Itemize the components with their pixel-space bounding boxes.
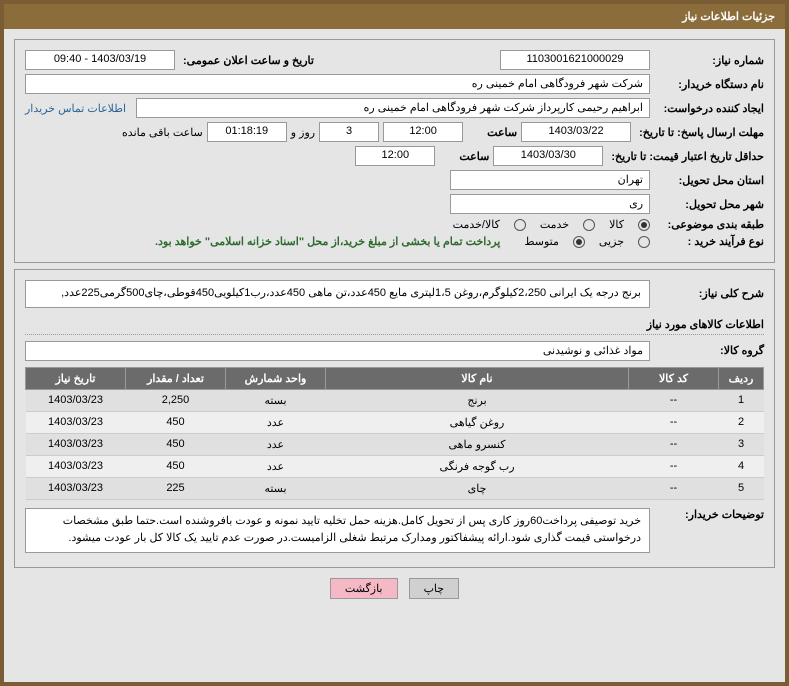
table-cell: 450 [126, 411, 226, 433]
table-cell: عدد [226, 455, 326, 477]
time-label-2: ساعت [439, 150, 489, 163]
deadline-date-field: 1403/03/22 [521, 122, 631, 142]
table-cell: برنج [326, 389, 629, 411]
radio-medium-label: متوسط [524, 235, 559, 248]
table-cell: 2,250 [126, 389, 226, 411]
time-label-1: ساعت [467, 126, 517, 139]
radio-service[interactable] [583, 219, 595, 231]
buyer-notes-label: توضیحات خریدار: [654, 508, 764, 521]
print-button[interactable]: چاپ [409, 578, 460, 599]
category-label: طبقه بندی موضوعی: [654, 218, 764, 231]
goods-group-field: مواد غذائی و نوشیدنی [25, 341, 650, 361]
table-cell: بسته [226, 389, 326, 411]
remaining-text: ساعت باقی مانده [122, 126, 203, 139]
announce-date-label: تاریخ و ساعت اعلان عمومی: [179, 54, 314, 67]
buyer-contact-link[interactable]: اطلاعات تماس خریدار [25, 102, 132, 115]
validity-label: حداقل تاریخ اعتبار قیمت: تا تاریخ: [607, 150, 764, 163]
table-cell: 1403/03/23 [26, 433, 126, 455]
validity-date-field: 1403/03/30 [493, 146, 603, 166]
city-field: ری [450, 194, 650, 214]
page-header: جزئیات اطلاعات نیاز [4, 4, 785, 29]
th-unit: واحد شمارش [226, 367, 326, 389]
th-name: نام کالا [326, 367, 629, 389]
table-row: 2--روغن گیاهیعدد4501403/03/23 [26, 411, 764, 433]
validity-time-field: 12:00 [355, 146, 435, 166]
table-cell: بسته [226, 477, 326, 499]
th-qty: تعداد / مقدار [126, 367, 226, 389]
table-cell: عدد [226, 433, 326, 455]
buyer-notes-field: خرید توصیفی پرداخت60روز کاری پس از تحویل… [25, 508, 650, 553]
announce-date-field: 1403/03/19 - 09:40 [25, 50, 175, 70]
table-cell: 3 [719, 433, 764, 455]
province-label: استان محل تحویل: [654, 174, 764, 187]
radio-goods[interactable] [638, 219, 650, 231]
table-cell: چای [326, 477, 629, 499]
table-cell: 4 [719, 455, 764, 477]
province-field: تهران [450, 170, 650, 190]
table-cell: 1403/03/23 [26, 455, 126, 477]
table-cell: 225 [126, 477, 226, 499]
table-cell: 450 [126, 433, 226, 455]
table-row: 3--کنسرو ماهیعدد4501403/03/23 [26, 433, 764, 455]
goods-group-label: گروه کالا: [654, 344, 764, 357]
table-cell: -- [629, 477, 719, 499]
deadline-label: مهلت ارسال پاسخ: تا تاریخ: [635, 126, 764, 139]
requester-field: ابراهیم رحیمی کارپرداز شرکت شهر فرودگاهی… [136, 98, 650, 118]
th-date: تاریخ نیاز [26, 367, 126, 389]
buyer-org-label: نام دستگاه خریدار: [654, 78, 764, 91]
th-code: کد کالا [629, 367, 719, 389]
table-cell: رب گوجه فرنگی [326, 455, 629, 477]
table-cell: کنسرو ماهی [326, 433, 629, 455]
radio-both[interactable] [514, 219, 526, 231]
table-cell: -- [629, 389, 719, 411]
city-label: شهر محل تحویل: [654, 198, 764, 211]
table-cell: 450 [126, 455, 226, 477]
items-section-title: اطلاعات کالاهای مورد نیاز [25, 318, 764, 335]
th-row: ردیف [719, 367, 764, 389]
table-cell: -- [629, 455, 719, 477]
items-table: ردیف کد کالا نام کالا واحد شمارش تعداد /… [25, 367, 764, 500]
table-cell: 1 [719, 389, 764, 411]
table-cell: 1403/03/23 [26, 477, 126, 499]
days-text: روز و [291, 126, 315, 139]
requester-label: ایجاد کننده درخواست: [654, 102, 764, 115]
radio-partial-label: جزیی [599, 235, 624, 248]
table-cell: -- [629, 411, 719, 433]
need-no-label: شماره نیاز: [654, 54, 764, 67]
table-cell: 1403/03/23 [26, 389, 126, 411]
purchase-type-label: نوع فرآیند خرید : [654, 235, 764, 248]
radio-goods-label: کالا [609, 218, 624, 231]
table-row: 5--چایبسته2251403/03/23 [26, 477, 764, 499]
radio-both-label: کالا/خدمت [453, 218, 500, 231]
table-cell: 5 [719, 477, 764, 499]
deadline-time-field: 12:00 [383, 122, 463, 142]
radio-service-label: خدمت [540, 218, 569, 231]
table-cell: 1403/03/23 [26, 411, 126, 433]
table-cell: -- [629, 433, 719, 455]
back-button[interactable]: بازگشت [330, 578, 398, 599]
table-row: 4--رب گوجه فرنگیعدد4501403/03/23 [26, 455, 764, 477]
radio-medium[interactable] [573, 236, 585, 248]
buyer-org-field: شرکت شهر فرودگاهی امام خمینی ره [25, 74, 650, 94]
summary-label: شرح کلی نیاز: [654, 287, 764, 300]
table-row: 1--برنجبسته2,2501403/03/23 [26, 389, 764, 411]
table-cell: عدد [226, 411, 326, 433]
remaining-field: 01:18:19 [207, 122, 287, 142]
need-no-field: 1103001621000029 [500, 50, 650, 70]
table-cell: 2 [719, 411, 764, 433]
summary-field: برنج درجه یک ایرانی 2،250کیلوگرم،روغن 1،… [25, 280, 650, 308]
table-cell: روغن گیاهی [326, 411, 629, 433]
radio-partial[interactable] [638, 236, 650, 248]
days-field: 3 [319, 122, 379, 142]
payment-note: پرداخت تمام یا بخشی از مبلغ خرید،از محل … [155, 235, 500, 248]
